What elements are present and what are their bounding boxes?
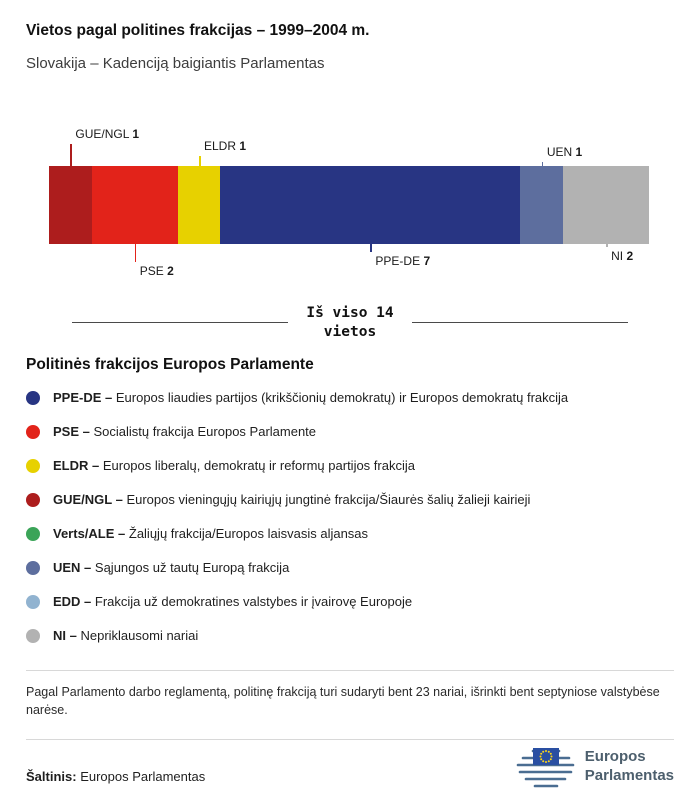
source-label: Šaltinis: xyxy=(26,768,77,784)
legend-item-gue-ngl: GUE/NGL – Europos vieningųjų kairiųjų ju… xyxy=(26,483,674,517)
legend-item-text: GUE/NGL – Europos vieningųjų kairiųjų ju… xyxy=(53,492,531,508)
total-seats-text: Iš viso 14 vietos xyxy=(306,304,393,342)
total-rule-left xyxy=(72,322,289,324)
legend-item-edd: EDD – Frakcija už demokratines valstybes… xyxy=(26,585,674,619)
legend-heading: Politinės frakcijos Europos Parlamente xyxy=(26,355,314,373)
seat-chart: GUE/NGL 1 PSE 2 ELDR 1 PPE-DE 7 UEN 1 NI 2 xyxy=(49,106,649,284)
page-title: Vietos pagal politines frakcijas – 1999–… xyxy=(26,22,370,39)
legend-item-ppe-de: PPE-DE – Europos liaudies partijos (krik… xyxy=(26,381,674,415)
legend-color-dot xyxy=(26,424,40,439)
segment-label-pse: PSE 2 xyxy=(139,264,174,278)
legend-item-text: Verts/ALE – Žaliųjų frakcija/Europos lai… xyxy=(53,526,369,542)
legend-color-dot xyxy=(26,492,40,507)
footnote: Pagal Parlamento darbo reglamentą, polit… xyxy=(26,669,674,719)
segment-label-gue-ngl: GUE/NGL 1 xyxy=(75,127,140,141)
legend-color-dot xyxy=(26,628,40,643)
legend-item-eldr: ELDR – Europos liberalų, demokratų ir re… xyxy=(26,449,674,483)
leader-line-ppe-de xyxy=(370,244,372,252)
total-line2: vietos xyxy=(323,323,377,340)
ep-logo-text: Europos Parlamentas xyxy=(585,748,674,786)
total-seats: Iš viso 14 vietos xyxy=(72,304,628,342)
segment-label-ppe-de: PPE-DE 7 xyxy=(375,254,431,268)
legend-item-text: NI – Nepriklausomi nariai xyxy=(53,628,199,644)
leader-line-ni xyxy=(606,244,608,247)
bar-segment-ppe-de[interactable] xyxy=(220,166,521,244)
segment-label-ni: NI 2 xyxy=(611,249,634,263)
leader-line-pse xyxy=(134,244,137,262)
legend-item-text: EDD – Frakcija už demokratines valstybes… xyxy=(53,594,413,610)
legend-color-dot xyxy=(26,560,40,575)
ep-logo: Europos Parlamentas xyxy=(513,744,674,790)
legend-color-dot xyxy=(26,458,40,473)
bar-segment-uen[interactable] xyxy=(520,166,564,244)
legend-list: PPE-DE – Europos liaudies partijos (krik… xyxy=(26,381,674,653)
legend-item-verts-ale: Verts/ALE – Žaliųjų frakcija/Europos lai… xyxy=(26,517,674,551)
legend-item-text: PSE – Socialistų frakcija Europos Parlam… xyxy=(53,424,317,440)
segment-label-uen: UEN 1 xyxy=(546,145,583,159)
legend-item-text: PPE-DE – Europos liaudies partijos (krik… xyxy=(53,390,569,406)
legend-item-text: UEN – Sąjungos už tautų Europą frakcija xyxy=(53,560,290,576)
legend-item-uen: UEN – Sąjungos už tautų Europą frakcija xyxy=(26,551,674,585)
bar-segment-gue-ngl[interactable] xyxy=(49,166,92,244)
bar-segment-ni[interactable] xyxy=(563,166,649,244)
footer: Šaltinis: Europos Parlamentas xyxy=(26,738,674,798)
source-value: Europos Parlamentas xyxy=(80,768,206,784)
page-subtitle: Slovakija – Kadenciją baigiantis Parlame… xyxy=(26,55,325,72)
legend-color-dot xyxy=(26,526,40,541)
segment-label-eldr: ELDR 1 xyxy=(204,139,247,153)
leader-line-eldr xyxy=(199,156,201,166)
legend-item-pse: PSE – Socialistų frakcija Europos Parlam… xyxy=(26,415,674,449)
legend-item-ni: NI – Nepriklausomi nariai xyxy=(26,619,674,653)
legend-color-dot xyxy=(26,594,40,609)
legend-item-text: ELDR – Europos liberalų, demokratų ir re… xyxy=(53,458,415,474)
leader-line-gue-ngl xyxy=(70,144,72,166)
bar-segment-pse[interactable] xyxy=(91,166,178,244)
stacked-bar xyxy=(49,166,649,244)
total-rule-right xyxy=(411,322,628,324)
source-line: Šaltinis: Europos Parlamentas xyxy=(26,769,205,784)
legend-color-dot xyxy=(26,390,40,405)
ep-logo-line2: Parlamentas xyxy=(584,766,674,784)
total-line1: Iš viso 14 xyxy=(306,305,394,321)
ep-logo-line1: Europos xyxy=(584,748,646,766)
ep-logo-icon xyxy=(516,747,575,788)
leader-line-uen xyxy=(541,162,544,166)
bar-segment-eldr[interactable] xyxy=(177,166,221,244)
